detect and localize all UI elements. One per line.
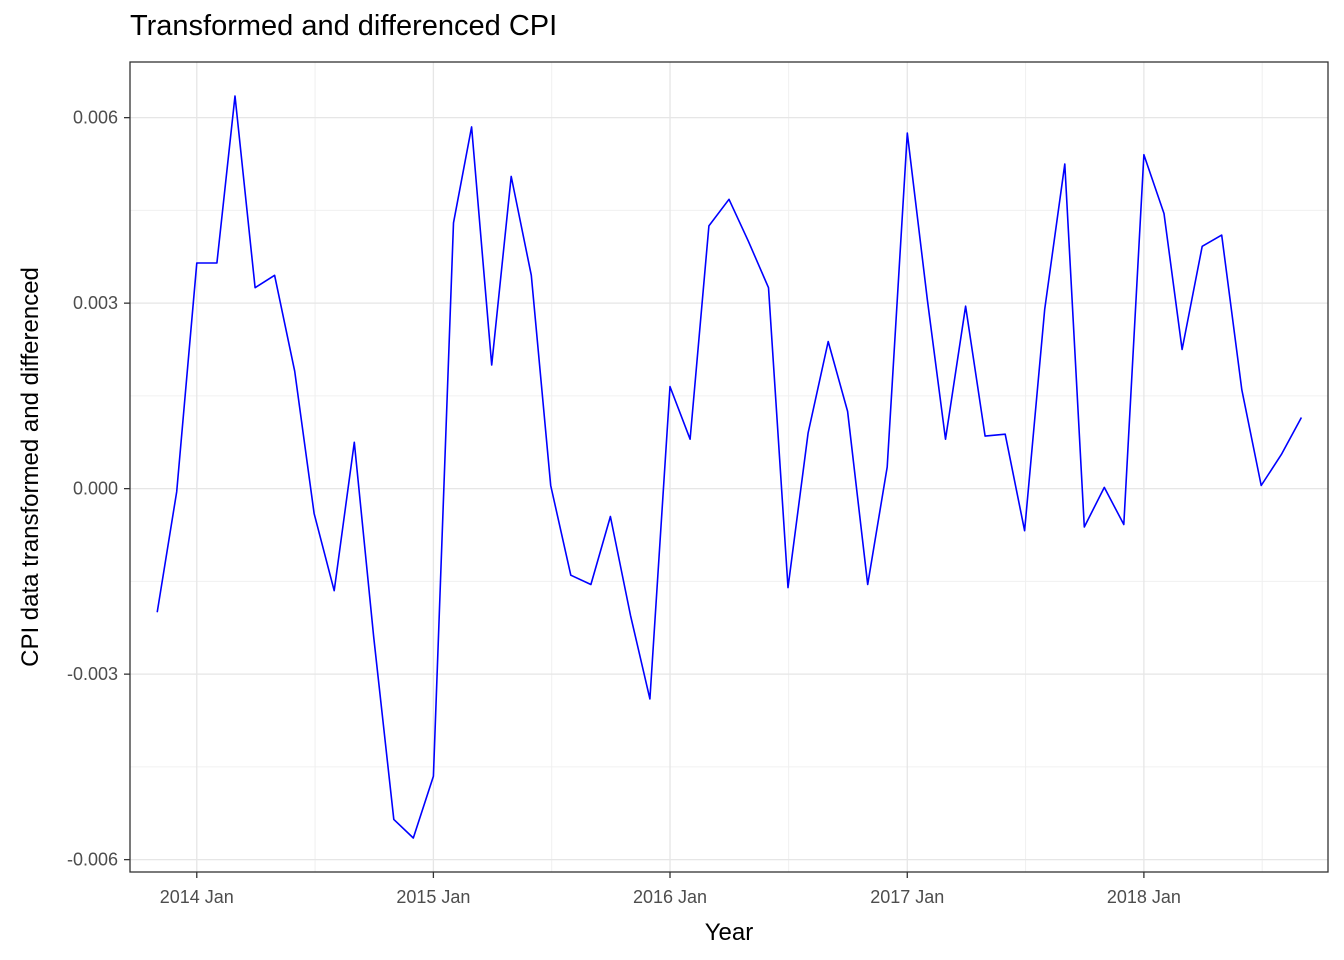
series-line (156, 95, 1303, 839)
x-tick-label: 2017 Jan (870, 887, 944, 907)
plot-border (129, 61, 1329, 873)
x-tick-label: 2015 Jan (396, 887, 470, 907)
chart-title: Transformed and differenced CPI (130, 10, 558, 42)
y-tick-label: -0.006 (67, 850, 118, 870)
y-tick-label: 0.006 (73, 108, 118, 128)
plot-panel (130, 62, 1328, 872)
x-tick-label: 2014 Jan (160, 887, 234, 907)
y-axis-title: CPI data transformed and differenced (17, 267, 44, 667)
x-axis-title: Year (705, 919, 754, 946)
axis-ticks: 0.006 0.003 0.000 -0.003 -0.006 2014 Jan 2015 … (67, 108, 1181, 907)
series-layer (156, 95, 1303, 839)
y-tick-label: 0.003 (73, 293, 118, 313)
minor-grid (130, 62, 1328, 872)
y-tick-label: 0.000 (73, 479, 118, 499)
major-grid (130, 62, 1328, 872)
y-tick-label: -0.003 (67, 664, 118, 684)
x-tick-label: 2016 Jan (633, 887, 707, 907)
x-tick-label: 2018 Jan (1107, 887, 1181, 907)
